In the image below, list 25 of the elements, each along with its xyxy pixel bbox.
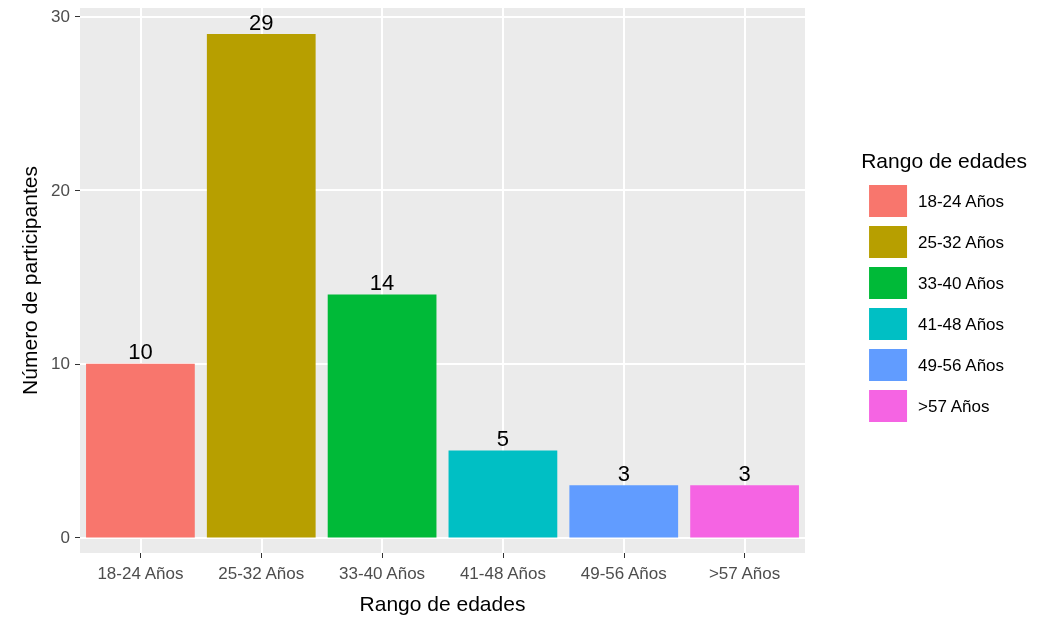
x-tick-label: >57 Años: [708, 564, 781, 583]
y-tick-label: 30: [51, 7, 70, 27]
data-label: 3: [738, 460, 751, 486]
y-tick-label: 0: [60, 527, 70, 547]
x-tick-label: 25-32 Años: [218, 564, 305, 583]
data-label: 5: [496, 426, 510, 452]
legend-label: 25-32 Años: [918, 232, 1005, 252]
legend-label: >57 Años: [918, 396, 990, 416]
legend-label: 33-40 Años: [918, 273, 1005, 293]
x-tick-label: 49-56 Años: [580, 564, 667, 583]
data-label: 14: [369, 269, 395, 295]
legend-title: Rango de edades: [861, 149, 1028, 172]
x-tick-label: 41-48 Años: [459, 564, 546, 583]
legend-label: 18-24 Años: [918, 191, 1005, 211]
data-label: 10: [128, 339, 153, 365]
legend-label: 49-56 Años: [918, 355, 1005, 375]
legend-label: 41-48 Años: [918, 314, 1005, 334]
data-label: 29: [249, 9, 274, 35]
data-label: 3: [617, 460, 630, 486]
y-tick-label: 20: [51, 180, 70, 200]
x-tick-label: 18-24 Años: [97, 564, 184, 583]
y-axis-title: Número de participantes: [18, 166, 41, 395]
y-tick-label: 10: [51, 354, 70, 374]
x-axis-title: Rango de edades: [359, 592, 526, 615]
x-tick-label: 33-40 Años: [339, 564, 426, 583]
